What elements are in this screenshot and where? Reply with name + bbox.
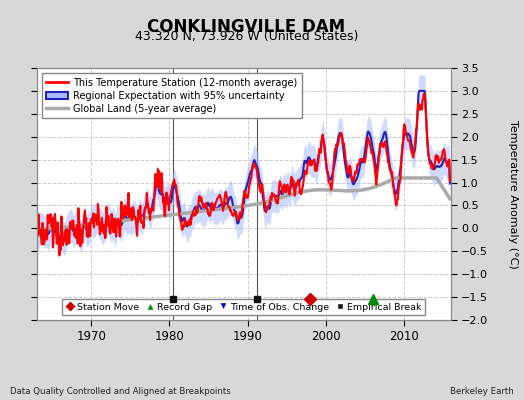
Text: 43.320 N, 73.926 W (United States): 43.320 N, 73.926 W (United States) [135, 30, 358, 43]
Text: Berkeley Earth: Berkeley Earth [450, 387, 514, 396]
Y-axis label: Temperature Anomaly (°C): Temperature Anomaly (°C) [508, 120, 518, 268]
Text: Data Quality Controlled and Aligned at Breakpoints: Data Quality Controlled and Aligned at B… [10, 387, 231, 396]
Text: CONKLINGVILLE DAM: CONKLINGVILLE DAM [147, 18, 345, 36]
Legend: Station Move, Record Gap, Time of Obs. Change, Empirical Break: Station Move, Record Gap, Time of Obs. C… [62, 299, 425, 315]
